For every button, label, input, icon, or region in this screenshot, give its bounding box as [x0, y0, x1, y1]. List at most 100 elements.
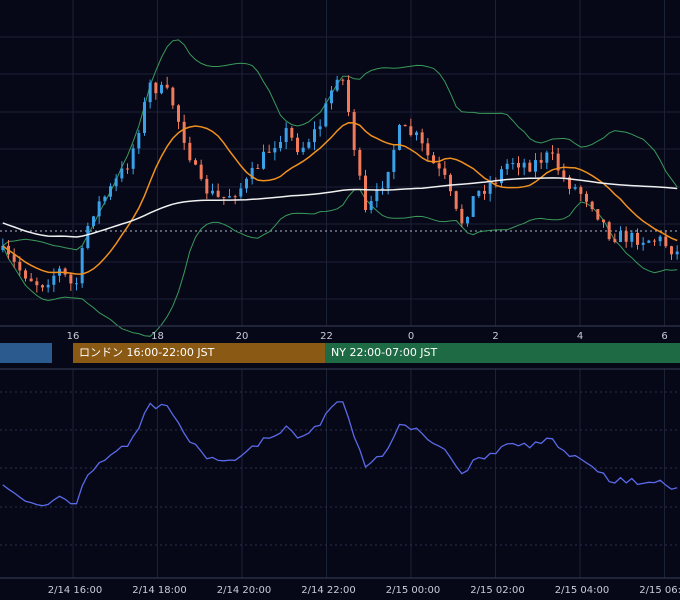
candle-body: [267, 151, 271, 153]
candle-body: [528, 162, 532, 172]
candle-body: [653, 240, 656, 242]
lower-band: [2, 188, 678, 337]
candle-body: [647, 240, 651, 243]
candle-body: [233, 196, 237, 198]
candle-body: [517, 163, 520, 168]
candle-body: [381, 188, 384, 190]
candle-body: [137, 133, 141, 149]
candle-body: [613, 239, 617, 242]
date-tick-label: 2/15 06:00: [639, 585, 680, 596]
candle-body: [432, 155, 435, 164]
candle-body: [109, 186, 112, 197]
candle-body: [245, 178, 248, 189]
candle-body: [494, 182, 498, 184]
candle-body: [46, 284, 50, 288]
session-label-ny: NY 22:00-07:00 JST: [331, 346, 438, 359]
candle-body: [52, 275, 56, 285]
candle-body: [1, 245, 5, 250]
candle-body: [364, 175, 367, 211]
candle-body: [330, 90, 333, 104]
oscillator-gridlines: [0, 391, 680, 546]
candle-body: [160, 84, 163, 94]
fast-moving-average: [2, 122, 678, 275]
candle-body: [182, 121, 186, 143]
candle-body: [194, 160, 197, 165]
time-tick-label: 22: [320, 331, 333, 342]
candle-body: [630, 232, 634, 242]
candle-body: [41, 285, 44, 288]
candle-body: [188, 142, 192, 161]
candle-body: [75, 283, 78, 285]
candle-body: [460, 208, 464, 224]
candle-body: [483, 190, 486, 194]
candle-body: [545, 152, 549, 163]
time-tick-label: 0: [408, 331, 414, 342]
candle-body: [335, 79, 339, 91]
candle-body: [386, 171, 390, 189]
candle-body: [437, 163, 441, 169]
moving-averages: [2, 122, 678, 275]
session-bar-london: ロンドン 16:00-22:00 JST: [73, 343, 325, 363]
candle-body: [358, 149, 362, 176]
candle-body: [556, 153, 560, 171]
candle-body: [63, 268, 67, 275]
date-tick-label: 2/14 22:00: [301, 585, 355, 596]
date-tick-label: 2/15 04:00: [555, 585, 609, 596]
candle-body: [534, 160, 537, 172]
candle-body: [670, 246, 673, 255]
time-axis-top: 16 18 20 22 0 2 4 6: [67, 331, 668, 342]
candle-body: [341, 79, 345, 81]
candle-body: [69, 274, 73, 284]
candle-body: [392, 149, 396, 172]
candle-body: [148, 82, 152, 103]
candle-body: [415, 132, 418, 136]
time-tick-label: 4: [577, 331, 583, 342]
candle-body: [641, 242, 645, 245]
time-tick-label: 20: [236, 331, 249, 342]
candle-body: [375, 189, 379, 202]
candle-body: [239, 188, 243, 197]
candle-body: [126, 168, 129, 170]
candle-body: [205, 178, 209, 194]
candle-body: [454, 191, 458, 209]
candle-body: [568, 177, 571, 189]
date-tick-label: 2/15 00:00: [386, 585, 440, 596]
candle-body: [131, 148, 135, 169]
candle-body: [539, 160, 543, 163]
date-tick-label: 2/14 16:00: [48, 585, 102, 596]
candle-body: [511, 163, 515, 165]
candle-body: [658, 236, 662, 242]
candle-body: [80, 247, 84, 284]
session-label-london: ロンドン 16:00-22:00 JST: [79, 346, 215, 359]
oscillator-series: [2, 401, 678, 507]
time-tick-label: 18: [151, 331, 164, 342]
candle-body: [262, 151, 265, 169]
candle-body: [590, 201, 594, 210]
candle-body: [443, 168, 447, 175]
candle-body: [664, 236, 668, 247]
candle-body: [143, 102, 146, 134]
candle-body: [279, 141, 282, 149]
candle-body: [177, 105, 180, 122]
candle-body: [154, 82, 158, 94]
candle-body: [24, 270, 27, 279]
candle-body: [165, 84, 169, 88]
candle-body: [211, 190, 214, 194]
candle-body: [86, 225, 90, 248]
candle-body: [369, 201, 373, 211]
candle-body: [619, 231, 622, 242]
candle-body: [222, 196, 226, 198]
vertical-gridlines: [72, 0, 665, 578]
candlesticks: [1, 75, 679, 293]
candle-body: [477, 190, 481, 197]
candle-body: [199, 164, 203, 179]
candle-body: [228, 196, 231, 198]
candle-body: [675, 251, 679, 255]
candle-body: [114, 178, 118, 187]
candle-body: [500, 169, 503, 184]
session-bar-ny: NY 22:00-07:00 JST: [325, 343, 680, 363]
candle-body: [318, 126, 322, 130]
candle-body: [290, 128, 294, 138]
candle-body: [585, 193, 588, 202]
